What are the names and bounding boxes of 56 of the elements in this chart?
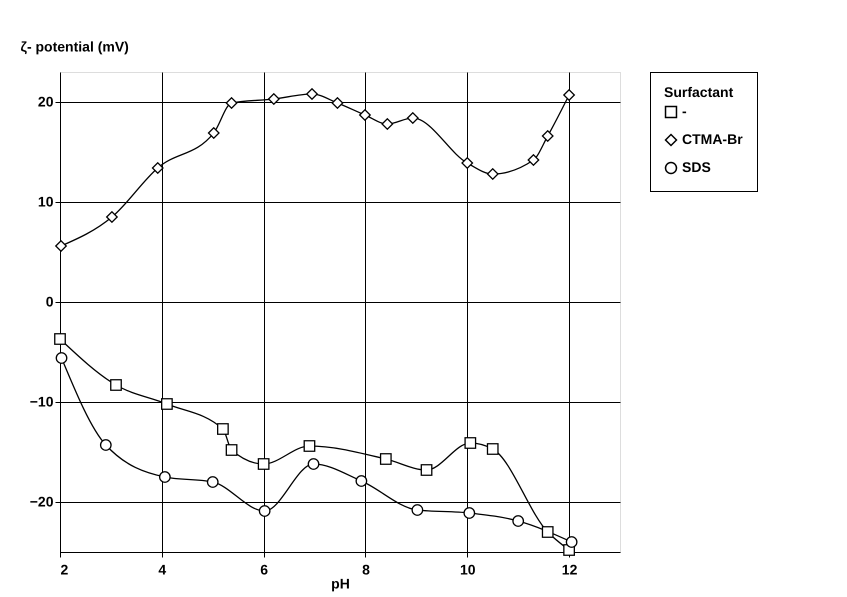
point — [308, 458, 320, 470]
point — [486, 168, 499, 180]
point — [420, 464, 432, 476]
point — [542, 526, 554, 538]
y-tick-label: −10 — [30, 394, 54, 410]
legend-label: SDS — [682, 159, 711, 175]
point — [406, 112, 419, 124]
point — [380, 453, 392, 465]
x-tick-label: 10 — [460, 562, 476, 578]
point — [161, 398, 173, 410]
point — [563, 89, 575, 101]
point — [226, 97, 238, 109]
point — [381, 118, 394, 130]
y-tick-label: −20 — [30, 494, 54, 510]
point — [304, 440, 316, 452]
x-tick-label: 2 — [60, 562, 68, 578]
point — [332, 97, 344, 109]
point — [461, 157, 474, 169]
point — [355, 475, 368, 487]
point — [152, 162, 164, 174]
legend-title: Surfactant — [664, 84, 734, 100]
point — [100, 439, 112, 451]
point — [528, 154, 540, 166]
point — [208, 127, 220, 139]
point — [217, 423, 229, 435]
legend-label: CTMA-Br — [682, 131, 744, 147]
point — [55, 240, 67, 252]
x-tick-label: 4 — [158, 562, 166, 578]
y-tick-label: 20 — [38, 94, 54, 110]
point — [158, 471, 171, 483]
point — [486, 443, 499, 455]
point — [226, 444, 238, 456]
point — [464, 437, 476, 449]
point — [54, 333, 66, 345]
point — [206, 476, 219, 488]
x-tick-label: 8 — [362, 562, 370, 578]
y-tick-label: 10 — [38, 194, 54, 210]
point — [411, 504, 424, 516]
x-axis-title: pH — [331, 576, 350, 592]
legend-label: - — [682, 103, 687, 119]
point — [258, 458, 270, 470]
y-tick-label: 0 — [46, 294, 54, 310]
point — [106, 211, 118, 223]
point — [306, 88, 318, 100]
point — [512, 515, 524, 527]
y-axis-title: ζ- potential (mV) — [20, 38, 129, 54]
point — [258, 505, 271, 517]
point — [463, 507, 476, 519]
point — [268, 93, 280, 105]
x-tick-label: 6 — [260, 562, 268, 578]
point — [566, 536, 578, 548]
point — [110, 379, 122, 391]
point — [359, 109, 371, 121]
x-tick-label: 12 — [562, 562, 578, 578]
point — [56, 352, 68, 364]
point — [542, 130, 554, 142]
